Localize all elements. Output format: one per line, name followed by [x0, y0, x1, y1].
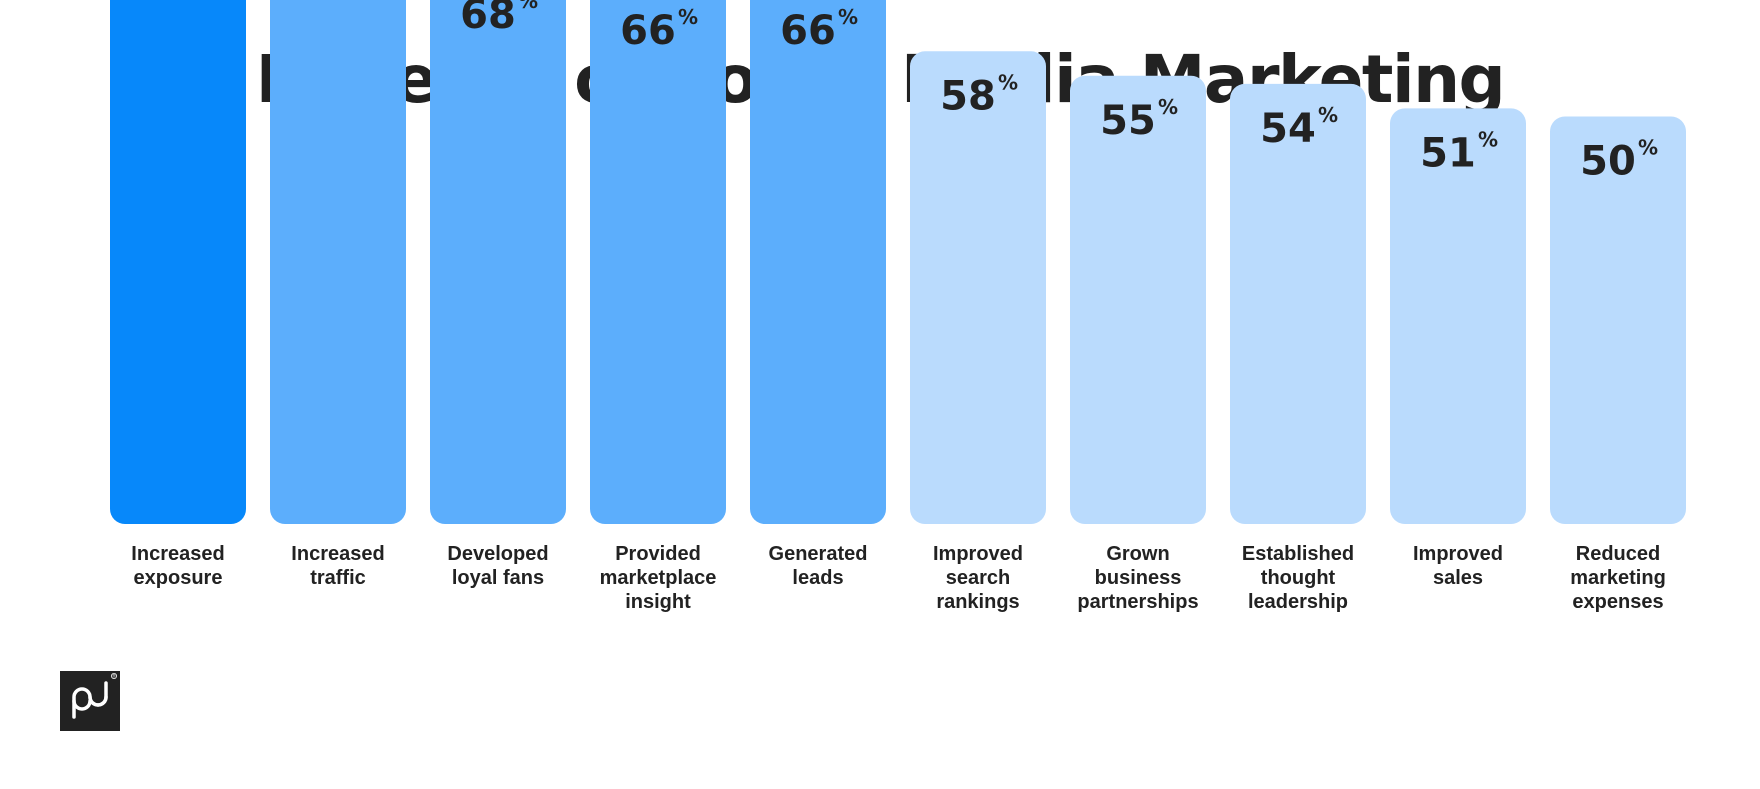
value-label: 58: [940, 73, 996, 119]
percent-sign: %: [838, 5, 858, 29]
category-label: marketplace: [600, 567, 717, 589]
percent-sign: %: [678, 5, 698, 29]
category-label: Established: [1242, 543, 1354, 565]
value-label: 66: [780, 8, 836, 54]
percent-sign: %: [1158, 95, 1178, 119]
category-label: leadership: [1248, 591, 1348, 613]
value-label: 51: [1420, 130, 1476, 176]
category-label: Grown: [1106, 543, 1169, 565]
value-label: 54: [1260, 106, 1316, 152]
bar: [270, 0, 406, 524]
bar: [1070, 75, 1206, 524]
percent-sign: %: [1318, 103, 1338, 127]
bar: [1230, 83, 1366, 525]
logo-registered-mark: ®: [112, 674, 116, 679]
bar: [430, 0, 566, 524]
category-label: Improved: [1413, 543, 1503, 565]
category-label: rankings: [936, 591, 1019, 613]
category-label: leads: [792, 567, 843, 589]
category-label: loyal fans: [452, 567, 544, 589]
category-label: expenses: [1572, 591, 1663, 613]
category-label: Increased: [291, 543, 384, 565]
value-label: 68: [460, 0, 516, 38]
bar: [1390, 108, 1526, 524]
bar: [910, 51, 1046, 525]
value-label: 50: [1580, 139, 1636, 185]
category-label: thought: [1261, 567, 1336, 589]
value-label: 66: [620, 8, 676, 54]
pd-logo-icon: ®: [60, 671, 120, 731]
percent-sign: %: [518, 0, 538, 13]
percent-sign: %: [1478, 127, 1498, 151]
category-label: Reduced: [1576, 543, 1660, 565]
category-label: Increased: [131, 543, 224, 565]
category-label: Provided: [615, 543, 701, 565]
category-label: search: [946, 567, 1011, 589]
category-label: sales: [1433, 567, 1483, 589]
bar: [1550, 116, 1686, 524]
category-label: marketing: [1570, 567, 1666, 589]
category-label: Improved: [933, 543, 1023, 565]
bar: [590, 0, 726, 524]
category-label: partnerships: [1077, 591, 1198, 613]
value-label: 55: [1100, 98, 1156, 144]
bar: [110, 0, 246, 524]
category-label: exposure: [134, 567, 223, 589]
category-label: business: [1095, 567, 1182, 589]
category-label: traffic: [310, 567, 366, 589]
percent-sign: %: [1638, 136, 1658, 160]
category-label: Generated: [769, 543, 868, 565]
bar: [750, 0, 886, 524]
category-label: Developed: [447, 543, 548, 565]
category-label: insight: [625, 591, 691, 613]
percent-sign: %: [998, 70, 1018, 94]
